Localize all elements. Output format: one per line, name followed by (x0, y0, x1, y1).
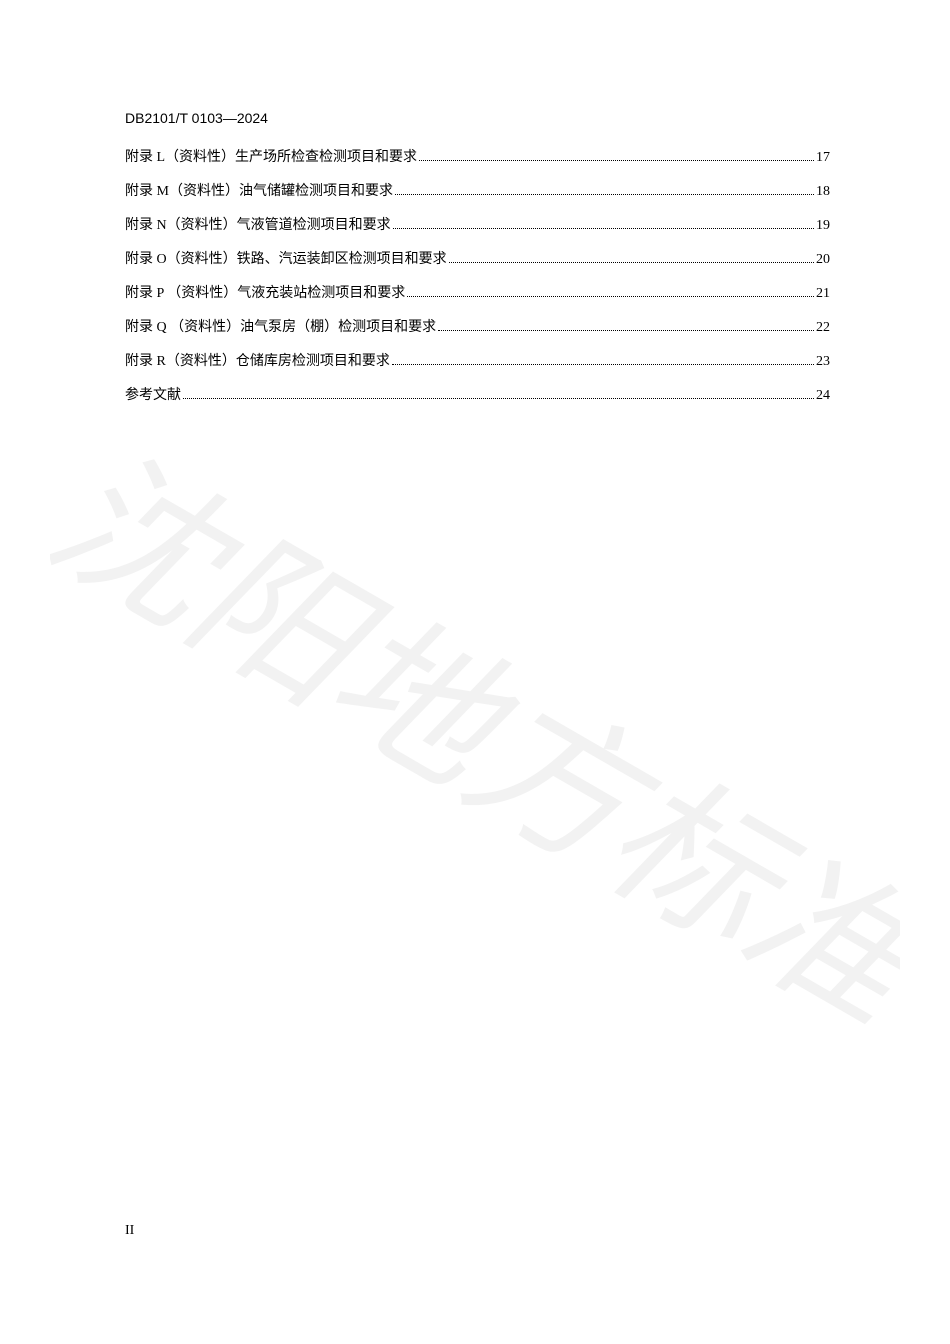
toc-entry: 附录 Q （资料性）油气泵房（棚）检测项目和要求 22 (125, 316, 830, 336)
toc-entry: 附录 M（资料性）油气储罐检测项目和要求 18 (125, 180, 830, 200)
toc-entry: 附录 L（资料性）生产场所检查检测项目和要求 17 (125, 146, 830, 166)
toc-page: 22 (816, 320, 830, 336)
toc-label: 参考文献 (125, 384, 181, 404)
toc-entry: 附录 O（资料性）铁路、汽运装卸区检测项目和要求 20 (125, 248, 830, 268)
toc-label: 附录 P （资料性）气液充装站检测项目和要求 (125, 282, 405, 302)
toc-dots (183, 398, 814, 399)
toc-label: 附录 N（资料性）气液管道检测项目和要求 (125, 214, 391, 234)
toc-dots (438, 330, 814, 331)
toc-page: 19 (816, 218, 830, 234)
toc-page: 21 (816, 286, 830, 302)
toc-label: 附录 M（资料性）油气储罐检测项目和要求 (125, 180, 393, 200)
document-number: DB2101/T 0103—2024 (125, 110, 830, 126)
toc-dots (395, 194, 814, 195)
toc-page: 23 (816, 354, 830, 370)
toc-label: 附录 L（资料性）生产场所检查检测项目和要求 (125, 146, 417, 166)
toc-page: 24 (816, 388, 830, 404)
toc-dots (392, 364, 814, 365)
toc-page: 17 (816, 150, 830, 166)
page-container: DB2101/T 0103—2024 附录 L（资料性）生产场所检查检测项目和要… (0, 0, 950, 1344)
toc-entry: 参考文献 24 (125, 384, 830, 404)
toc-page: 20 (816, 252, 830, 268)
toc-label: 附录 Q （资料性）油气泵房（棚）检测项目和要求 (125, 316, 436, 336)
toc-label: 附录 R（资料性）仓储库房检测项目和要求 (125, 350, 390, 370)
toc-list: 附录 L（资料性）生产场所检查检测项目和要求 17 附录 M（资料性）油气储罐检… (125, 146, 830, 404)
toc-label: 附录 O（资料性）铁路、汽运装卸区检测项目和要求 (125, 248, 447, 268)
toc-dots (393, 228, 814, 229)
toc-entry: 附录 R（资料性）仓储库房检测项目和要求 23 (125, 350, 830, 370)
svg-text:沈阳地方标准: 沈阳地方标准 (50, 423, 900, 1065)
toc-entry: 附录 P （资料性）气液充装站检测项目和要求 21 (125, 282, 830, 302)
toc-dots (449, 262, 814, 263)
page-number: II (125, 1223, 134, 1239)
toc-dots (419, 160, 814, 161)
toc-entry: 附录 N（资料性）气液管道检测项目和要求 19 (125, 214, 830, 234)
toc-page: 18 (816, 184, 830, 200)
watermark-icon: 沈阳地方标准 (50, 330, 900, 1180)
toc-dots (407, 296, 814, 297)
